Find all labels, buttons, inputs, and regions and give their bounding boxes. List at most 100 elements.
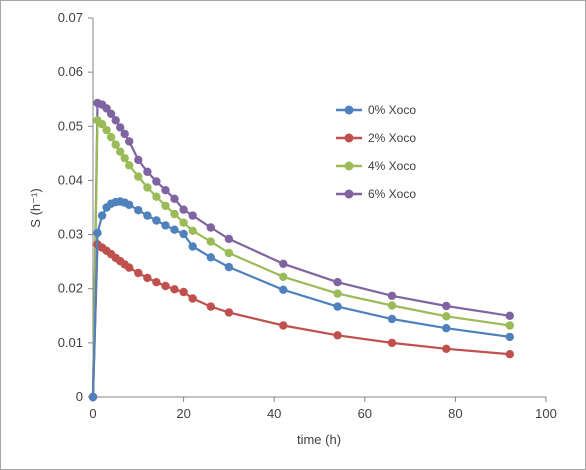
- legend-label: 0% Xoco: [368, 103, 416, 117]
- series-line: [91, 119, 510, 398]
- data-point: [333, 278, 342, 287]
- y-tick-label: 0.01: [58, 335, 83, 350]
- y-tick-label: 0.07: [58, 10, 83, 25]
- data-point: [442, 344, 451, 353]
- x-tick-label: 40: [267, 406, 281, 421]
- data-point: [206, 302, 215, 311]
- data-point: [102, 125, 111, 135]
- data-point: [97, 119, 107, 129]
- series-line: [91, 101, 510, 398]
- data-point: [206, 237, 215, 246]
- x-tick-label: 100: [535, 406, 557, 421]
- y-tick-label: 0: [76, 389, 83, 404]
- data-point: [442, 312, 451, 321]
- data-point: [279, 285, 288, 294]
- series-line: [91, 200, 510, 398]
- legend-item: 2% Xoco: [336, 131, 416, 145]
- y-tick-label: 0.02: [58, 281, 83, 296]
- data-point: [152, 177, 161, 186]
- data-point: [224, 262, 234, 272]
- x-tick-label: 0: [89, 406, 96, 421]
- data-point: [134, 206, 143, 215]
- legend-label: 2% Xoco: [368, 131, 416, 145]
- data-point: [97, 211, 107, 220]
- data-point: [161, 201, 170, 211]
- x-tick-label: 80: [448, 406, 462, 421]
- data-point: [106, 132, 116, 142]
- data-point: [505, 332, 514, 342]
- data-point: [143, 167, 152, 176]
- series-layer: [88, 98, 514, 402]
- data-point: [224, 234, 234, 244]
- data-point: [170, 209, 179, 219]
- data-point: [224, 308, 234, 317]
- data-point: [134, 268, 143, 278]
- legend-swatch-marker: [344, 189, 354, 199]
- y-axis-title: S (h⁻¹): [28, 188, 43, 227]
- data-point: [111, 116, 120, 125]
- data-point: [188, 242, 197, 251]
- data-point: [333, 331, 342, 340]
- data-point: [152, 216, 161, 225]
- data-point: [143, 211, 152, 220]
- data-point: [125, 200, 134, 209]
- data-point: [188, 294, 197, 303]
- data-point: [88, 392, 98, 402]
- legend-item: 6% Xoco: [336, 187, 416, 201]
- data-point: [224, 248, 234, 258]
- data-point: [179, 287, 188, 297]
- series-6-xoco: [88, 98, 514, 402]
- data-point: [125, 263, 134, 272]
- series-line: [91, 243, 510, 398]
- data-point: [125, 161, 134, 170]
- data-point: [116, 123, 125, 132]
- data-point: [387, 338, 397, 348]
- data-point: [206, 223, 215, 232]
- data-point: [279, 321, 288, 330]
- data-point: [505, 311, 514, 320]
- data-point: [106, 109, 116, 119]
- data-point: [179, 229, 188, 239]
- legend: 0% Xoco 2% Xoco 4% Xoco 6% Xoco: [336, 103, 416, 201]
- data-point: [206, 253, 215, 262]
- data-point: [387, 291, 397, 300]
- y-tick-label: 0.06: [58, 64, 83, 79]
- legend-swatch-marker: [344, 105, 354, 115]
- data-point: [161, 281, 170, 291]
- data-point: [170, 225, 179, 234]
- axes: 0 0.01 0.02 0.03 0.04 0.05 0.06 0.07 0 20 40 60 80 10…: [58, 10, 557, 421]
- data-point: [111, 140, 120, 149]
- y-tick-label: 0.03: [58, 227, 83, 242]
- legend-item: 0% Xoco: [336, 103, 416, 117]
- data-point: [179, 218, 188, 227]
- data-point: [120, 129, 129, 139]
- legend-item: 4% Xoco: [336, 159, 416, 173]
- data-point: [152, 192, 161, 201]
- x-tick-label: 60: [358, 406, 372, 421]
- data-point: [387, 314, 397, 324]
- legend-label: 4% Xoco: [368, 159, 416, 173]
- x-axis-title: time (h): [297, 432, 341, 447]
- data-point: [279, 272, 288, 281]
- y-tick-label: 0.04: [58, 172, 83, 187]
- series-2-xoco: [88, 240, 514, 402]
- data-point: [170, 194, 179, 203]
- series-0-xoco: [88, 197, 514, 402]
- data-point: [188, 211, 197, 220]
- data-point: [161, 186, 170, 195]
- data-point: [279, 259, 288, 268]
- data-point: [505, 321, 514, 330]
- data-point: [152, 278, 161, 287]
- data-point: [143, 273, 152, 283]
- data-point: [442, 324, 451, 333]
- data-point: [161, 221, 170, 230]
- data-point: [442, 301, 451, 311]
- legend-swatch-marker: [344, 161, 354, 171]
- data-point: [93, 228, 102, 238]
- data-point: [333, 289, 342, 298]
- data-point: [505, 350, 514, 359]
- data-point: [134, 172, 143, 181]
- data-point: [120, 154, 129, 163]
- data-point: [116, 147, 125, 156]
